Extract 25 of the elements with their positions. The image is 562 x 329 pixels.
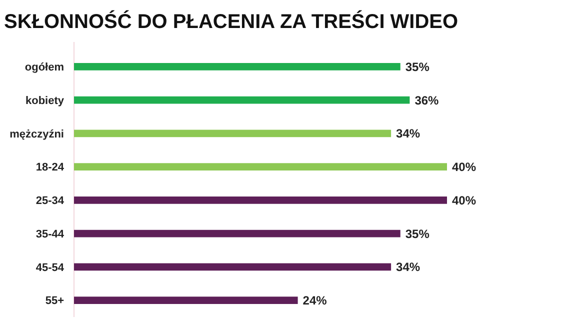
data-label: 40% (452, 160, 476, 174)
bar (74, 263, 392, 271)
bar (74, 196, 447, 204)
data-label: 35% (405, 226, 430, 241)
y-tick-label: ogółem (24, 62, 64, 74)
y-tick-label: 45-54 (36, 262, 65, 274)
data-label: 35% (405, 60, 430, 74)
bar (74, 296, 298, 304)
data-label: 36% (414, 93, 440, 108)
data-label: 40% (452, 193, 476, 208)
data-label: 24% (302, 294, 328, 308)
chart-title: SKŁONNOŚĆ DO PŁACENIA ZA TREŚCI WIDEO (4, 10, 458, 33)
bar (74, 230, 400, 238)
y-tick-label: kobiety (25, 94, 65, 107)
data-label: 34% (396, 260, 420, 274)
bar (74, 96, 410, 104)
bar (74, 163, 447, 170)
bar (74, 130, 392, 138)
y-tick-label: 25-34 (36, 195, 65, 208)
y-tick-label: 35-44 (36, 228, 65, 240)
bar (74, 63, 400, 70)
y-tick-label: mężczyźni (10, 128, 64, 140)
data-label: 34% (396, 126, 420, 141)
y-tick-label: 55+ (45, 295, 64, 308)
y-tick-label: 18-24 (36, 162, 65, 174)
